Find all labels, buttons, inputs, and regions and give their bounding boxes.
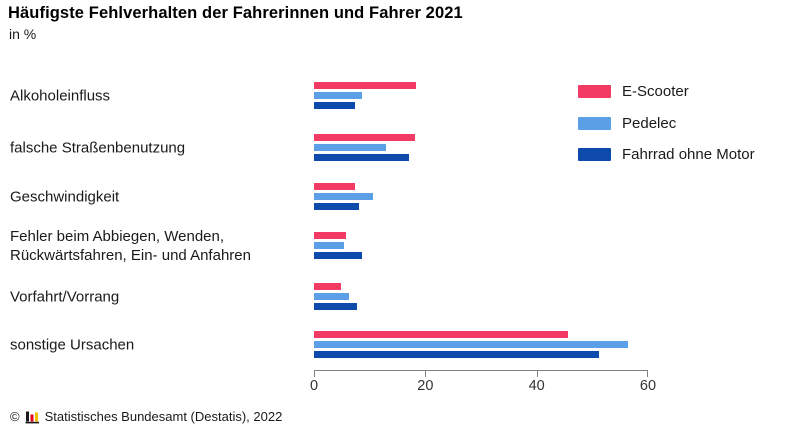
bar-fahrrad-ohne-motor bbox=[314, 154, 409, 161]
bar-fahrrad-ohne-motor bbox=[314, 102, 355, 109]
bar-e-scooter bbox=[314, 183, 355, 190]
bar-fahrrad-ohne-motor bbox=[314, 303, 358, 310]
legend-label: E-Scooter bbox=[622, 83, 689, 100]
bar-pedelec bbox=[314, 341, 628, 348]
legend-label: Pedelec bbox=[622, 114, 677, 132]
bar-pedelec bbox=[314, 144, 386, 151]
x-axis-tick-label: 60 bbox=[639, 378, 657, 394]
bar-fahrrad-ohne-motor bbox=[314, 252, 362, 259]
legend-swatch bbox=[578, 148, 611, 161]
bar-pedelec bbox=[314, 92, 363, 99]
bar-pedelec bbox=[314, 193, 373, 200]
copyright-symbol: © bbox=[10, 409, 20, 424]
category-label: Alkoholeinfluss bbox=[10, 87, 111, 104]
chart-title: Häufigste Fehlverhalten der Fahrerinnen … bbox=[8, 4, 463, 22]
bar-pedelec bbox=[314, 293, 349, 300]
x-axis-line bbox=[314, 370, 648, 371]
category-label: falsche Straßenbenutzung bbox=[10, 139, 186, 156]
bar-pedelec bbox=[314, 242, 345, 249]
x-axis-tick-label: 40 bbox=[528, 378, 545, 394]
bar-fahrrad-ohne-motor bbox=[314, 351, 599, 358]
category-label: Fehler beim Abbiegen, Wenden, Rückwärtsf… bbox=[10, 227, 251, 264]
destatis-logo-icon bbox=[25, 411, 39, 423]
x-axis-tick-label: 0 bbox=[309, 378, 319, 394]
x-axis-tick-label: 20 bbox=[417, 378, 434, 394]
legend-label: Fahrrad ohne Motor bbox=[622, 146, 755, 163]
bar-fahrrad-ohne-motor bbox=[314, 203, 360, 210]
category-label: sonstige Ursachen bbox=[10, 336, 135, 353]
x-axis-tick bbox=[536, 370, 538, 377]
source-text: Statistisches Bundesamt (Destatis), 2022 bbox=[44, 409, 283, 424]
bar-e-scooter bbox=[314, 232, 346, 239]
bar-e-scooter bbox=[314, 134, 416, 141]
bar-e-scooter bbox=[314, 82, 416, 89]
x-axis-tick bbox=[647, 370, 648, 377]
category-label: Geschwindigkeit bbox=[10, 188, 120, 205]
bar-e-scooter bbox=[314, 331, 568, 338]
x-axis-tick bbox=[314, 370, 315, 377]
chart-subtitle: in % bbox=[9, 26, 37, 42]
legend-swatch bbox=[578, 85, 611, 98]
x-axis-tick bbox=[425, 370, 427, 377]
category-label: Vorfahrt/Vorrang bbox=[10, 288, 120, 305]
legend-swatch bbox=[578, 116, 611, 130]
bar-e-scooter bbox=[314, 283, 341, 290]
footer: © Statistisches Bundesamt (Destatis), 20… bbox=[10, 409, 282, 424]
